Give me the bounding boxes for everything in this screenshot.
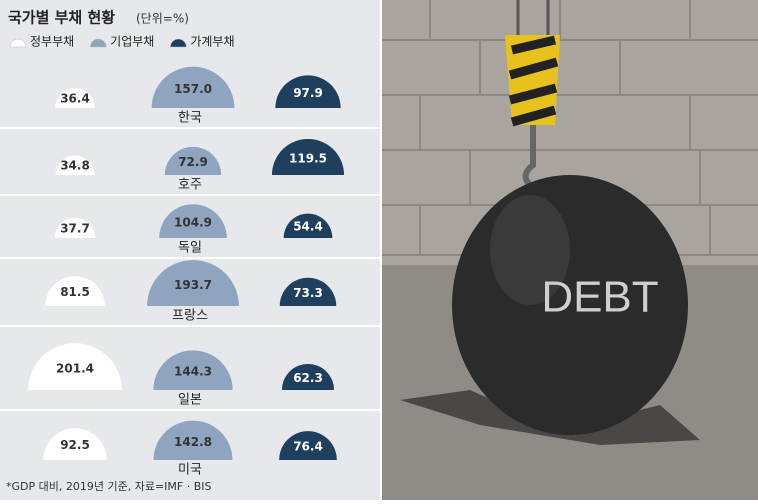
ball-highlight: [490, 195, 570, 305]
category-label: 일본: [178, 393, 202, 408]
legend-label: 기업부채: [110, 35, 154, 49]
legend-swatch: [89, 38, 107, 48]
value-label: 119.5: [289, 151, 327, 165]
chart-subtitle: (단위=%): [136, 12, 189, 26]
semicircle: [281, 363, 335, 390]
photo: DEBT: [382, 0, 758, 500]
value-label: 97.9: [293, 86, 323, 100]
hook-block: [505, 35, 560, 125]
photo-label: DEBT: [541, 273, 658, 322]
legend-label: 정부부채: [30, 35, 74, 49]
legend-label: 가계부채: [190, 35, 234, 49]
semicircle: [271, 138, 345, 175]
value-label: 157.0: [174, 82, 212, 96]
semicircle: [279, 431, 337, 460]
value-label: 144.3: [174, 365, 212, 379]
semicircle: [275, 75, 341, 108]
semicircle: [153, 350, 233, 390]
chart-title: 국가별 부채 현황: [8, 9, 115, 27]
semicircle: [28, 343, 122, 390]
semicircle: [43, 428, 107, 460]
semicircle: [55, 88, 95, 108]
legend-swatch: [9, 38, 27, 48]
semicircle: [153, 420, 233, 460]
semicircle: [164, 146, 222, 175]
hook-stripes: [508, 35, 559, 127]
value-label: 104.9: [174, 215, 212, 229]
value-label: 73.3: [293, 286, 323, 300]
value-label: 34.8: [60, 159, 90, 173]
value-label: 81.5: [60, 285, 90, 299]
value-label: 76.4: [293, 440, 323, 454]
semicircle: [279, 277, 337, 306]
brick-lines: [382, 0, 758, 256]
legend-swatch: [170, 38, 187, 48]
footnote: *GDP 대비, 2019년 기준, 자료=IMF · BIS: [6, 480, 211, 493]
value-label: 201.4: [56, 361, 94, 375]
hook: [522, 125, 536, 188]
value-label: 54.4: [293, 220, 323, 234]
semicircle: [147, 260, 239, 306]
semicircle: [151, 66, 235, 108]
category-label: 한국: [178, 111, 202, 126]
semicircle: [55, 155, 95, 175]
value-label: 193.7: [174, 278, 212, 292]
category-label: 프랑스: [172, 309, 208, 324]
value-label: 37.7: [60, 221, 90, 235]
value-label: 62.3: [293, 371, 323, 385]
semicircle: [54, 217, 96, 238]
value-label: 92.5: [60, 438, 90, 452]
category-label: 호주: [178, 178, 202, 193]
value-label: 36.4: [60, 92, 90, 106]
category-label: 미국: [178, 463, 202, 478]
value-label: 72.9: [178, 155, 208, 169]
semicircle: [45, 276, 105, 306]
category-label: 독일: [178, 241, 202, 256]
floor-crack: [400, 390, 700, 445]
semicircle: [159, 204, 227, 238]
value-label: 142.8: [174, 435, 212, 449]
semicircle: [283, 213, 333, 238]
